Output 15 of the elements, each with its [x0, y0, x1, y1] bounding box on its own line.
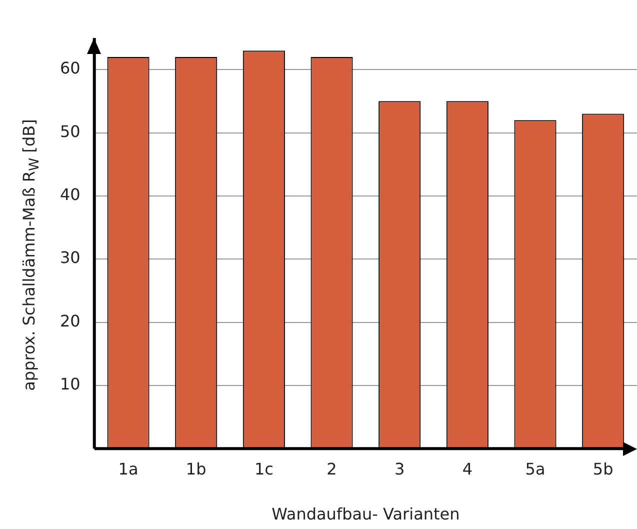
x-tick-label: 4: [462, 459, 473, 478]
y-tick-label: 20: [60, 311, 80, 330]
y-tick-label: 10: [60, 374, 80, 394]
y-tick-label: 60: [60, 58, 80, 78]
x-tick-label: 5b: [592, 459, 614, 478]
x-tick-label: 1b: [186, 459, 206, 478]
x-tick-label: 3: [394, 459, 405, 478]
y-tick-label: 50: [60, 122, 80, 141]
y-tick-label: 40: [60, 185, 80, 204]
y-tick-label: 30: [60, 248, 80, 268]
x-tick-label: 1c: [254, 459, 274, 478]
x-tick-label: 5a: [525, 459, 546, 478]
x-tick-label: 1a: [118, 459, 138, 478]
x-tick-label: 2: [326, 459, 337, 478]
x-axis-title: Wandaufbau- Varianten: [272, 504, 460, 524]
